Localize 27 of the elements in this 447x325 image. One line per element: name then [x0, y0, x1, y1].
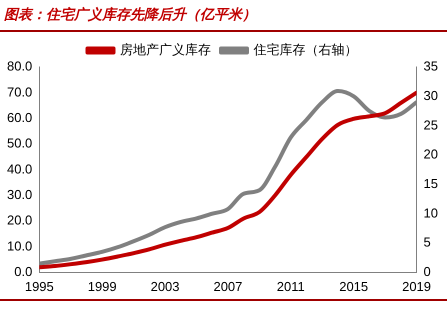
- y2-tick-label: 25: [424, 117, 438, 132]
- chart-title: 图表：住宅广义库存先降后升（亿平米）: [4, 6, 256, 24]
- legend-label: 房地产广义库存: [120, 42, 211, 58]
- y2-tick-label: 15: [424, 176, 438, 191]
- y2-tick-label: 20: [424, 146, 438, 162]
- y-tick-label: 10.0: [6, 238, 32, 254]
- x-tick-label: 2007: [213, 278, 242, 294]
- x-tick-label: 2019: [402, 278, 431, 294]
- y2-tick-label: 30: [424, 88, 438, 103]
- y-tick-label: 60.0: [6, 110, 32, 125]
- y-tick-label: 30.0: [6, 186, 32, 202]
- y-tick-label: 50.0: [6, 136, 32, 151]
- x-tick-label: 2011: [276, 278, 305, 294]
- x-tick-label: 2015: [339, 278, 368, 294]
- y2-tick-label: 10: [424, 205, 438, 220]
- y-tick-label: 70.0: [6, 84, 32, 100]
- y-tick-label: 0.0: [14, 264, 32, 279]
- y-tick-label: 40.0: [6, 161, 32, 176]
- legend-label: 住宅库存（右轴）: [252, 42, 358, 58]
- y-tick-label: 80.0: [6, 58, 32, 74]
- x-tick-label: 2003: [150, 278, 180, 294]
- y2-tick-label: 0: [424, 264, 431, 279]
- x-tick-label: 1995: [24, 278, 54, 294]
- y-tick-label: 20.0: [6, 212, 32, 228]
- y2-tick-label: 5: [424, 234, 431, 250]
- x-tick-label: 1999: [88, 278, 117, 294]
- y2-tick-label: 35: [424, 58, 438, 74]
